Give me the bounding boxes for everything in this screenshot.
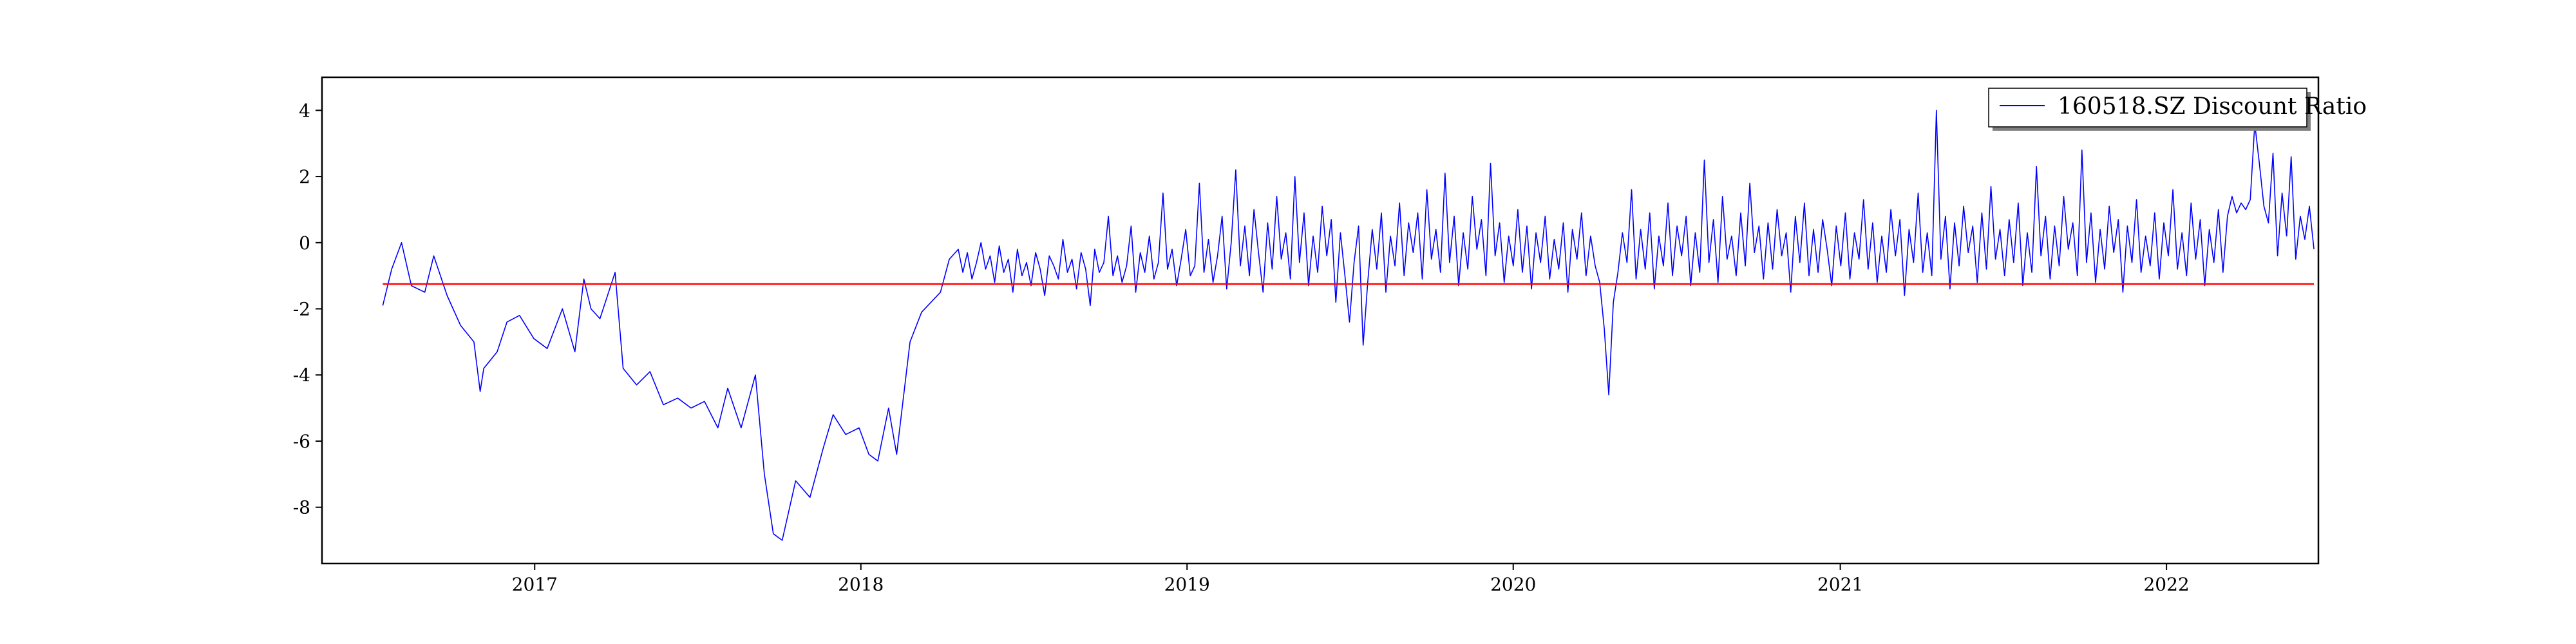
- x-tick-label: 2021: [1817, 574, 1863, 595]
- y-tick-label: -2: [293, 299, 310, 320]
- series-line-discount-ratio: [382, 109, 2315, 541]
- x-tick-label: 2019: [1164, 574, 1210, 595]
- x-tick-label: 2017: [512, 574, 558, 595]
- x-tick-label: 2020: [1490, 574, 1536, 595]
- x-tick-label: 2022: [2143, 574, 2189, 595]
- y-tick-label: 0: [299, 232, 310, 254]
- x-axis: 2017 2018 2019 2020 2021 2022: [512, 564, 2190, 595]
- plot-area: [382, 109, 2315, 541]
- y-tick-label: -8: [293, 497, 310, 518]
- y-tick-label: -4: [293, 365, 310, 386]
- y-axis: 4 2 0 -2 -4 -6 -8: [293, 100, 322, 518]
- legend-label: 160518.SZ Discount Ratio: [2058, 93, 2367, 120]
- y-tick-label: -6: [293, 431, 310, 452]
- x-tick-label: 2018: [838, 574, 884, 595]
- legend-box: [1988, 88, 2307, 128]
- axes-frame: [321, 76, 2320, 565]
- y-tick-label: 2: [299, 166, 310, 187]
- legend: 160518.SZ Discount Ratio: [1988, 88, 2367, 131]
- y-tick-label: 4: [299, 100, 310, 121]
